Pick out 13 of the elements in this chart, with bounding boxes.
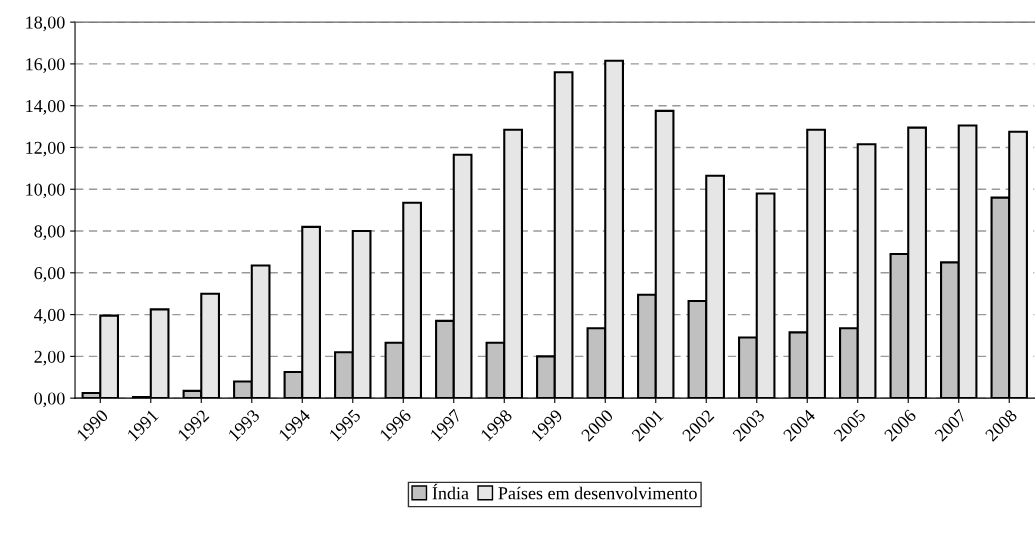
y-tick-label: 14,00 [26,99,65,115]
y-tick-label: 8,00 [34,225,65,241]
y-tick-label: 18,00 [26,16,65,32]
legend-label: Índia [432,483,469,500]
x-tick-label: 1991 [126,409,159,442]
y-tick-label: 4,00 [34,308,65,324]
y-tick-label: 16,00 [26,58,65,73]
y-tick-label: 2,00 [34,350,65,366]
y-tick-label: 12,00 [26,141,65,157]
y-tick-label: 0,00 [34,392,65,408]
y-tick-label: 6,00 [34,267,65,282]
y-tick-label: 10,00 [26,183,65,199]
legend-label: Países em desenvolvimento [498,486,697,500]
